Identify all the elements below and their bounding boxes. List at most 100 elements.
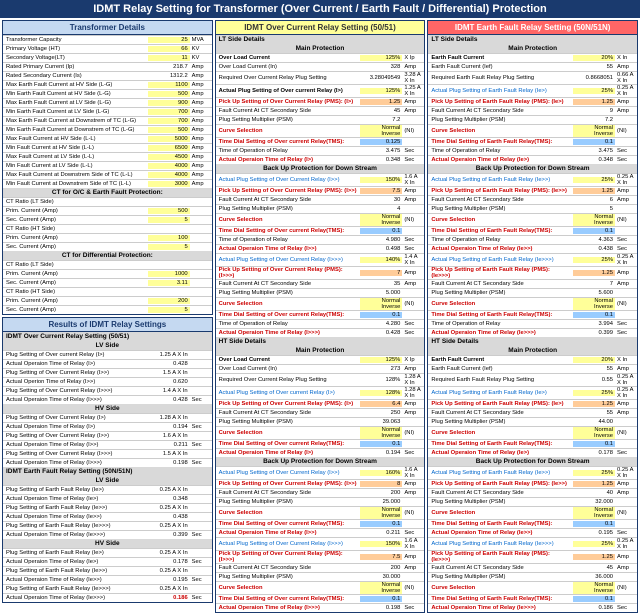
row-value: Normal Inverse [360,298,402,310]
row-unit: (NI) [402,510,424,516]
row-unit: Sec [190,442,212,448]
row-value: 7 [573,281,615,287]
data-row: Pick Up Setting of Earth Fault Relay (PM… [428,479,637,488]
data-row: Pick Up Setting of Earth Fault Relay (PM… [428,186,637,195]
data-row: Actual Plug Setting of Earth Fault Relay… [428,173,637,186]
row-label: Actual Operaion Time of Relay (I>>>) [3,460,148,466]
row-value: Normal Inverse [360,214,402,226]
row-unit: Sec [190,460,212,466]
row-value: 4 [360,206,402,212]
data-row: Plug Setting of Earth Fault Relay (Ie>>>… [3,521,212,530]
row-unit: Amp [190,154,212,160]
row-label: Curve Selection [428,217,573,223]
sub-hv2: HV Side [3,539,212,548]
row-label: Fault Current At CT Secondary Side [216,565,361,571]
row-value: 150% [360,177,402,183]
row-value: 25% [573,541,615,547]
row-value: 6500 [148,145,190,151]
row-label: Actual Operaion Time of Relay (Ie>>>) [428,605,573,611]
data-row: Over Load Current (In)273Amp [216,364,425,373]
row-value: 200 [148,298,190,304]
row-value: 55 [573,410,615,416]
data-row: Required Earth Fault Relay Plug Setting0… [428,71,637,84]
row-unit: X Ip [402,357,424,363]
col-left: Transformer Details Transformer Capacity… [2,20,213,613]
row-value: 0.25 A X In [148,487,190,493]
row-unit: Amp [190,163,212,169]
row-value: 0.125 [360,139,402,145]
sub-main2: Main Protection [428,346,637,355]
row-label: Plug Setting Multiplier (PSM) [216,499,361,505]
data-row: Plug Setting of Over current Relay (I>)1… [3,350,212,359]
row-value: 8 [360,481,402,487]
data-row: Min Fault Current at HV Side (L-L)6500Am… [3,143,212,152]
row-label: CT Ratio (HT Side) [3,226,148,232]
data-row: Actual Operaion Time of Relay (Ie>)0.348… [428,155,637,164]
row-value: 40 [573,490,615,496]
row-label: Min Earth Fault Current at LV Side (L-G) [3,109,148,115]
data-row: Plug Setting of Earth Fault Relay (Ie>>)… [3,503,212,512]
data-row: Actual Operaion Time of Relay (I>>>)0.19… [3,458,212,467]
row-value: Normal Inverse [573,582,615,594]
row-label: Pick Up Setting of Over Current Relay (P… [216,481,361,487]
row-unit: Sec [190,424,212,430]
row-label: Actual Plug Setting of Earth Fault Relay… [428,257,573,263]
row-label: Actual Operion Time of Relay (I>>) [3,379,148,385]
row-value: Normal Inverse [573,427,615,439]
data-row: Time Dial Setting of Over current Relay(… [216,519,425,528]
data-row: Actual Operaion Time of Relay (I>>)0.498… [216,244,425,253]
row-unit: (NI) [615,510,637,516]
row-value: 6.4 [360,401,402,407]
sub-lt: LT Side Details [216,35,425,44]
row-value: 3.475 [360,148,402,154]
data-row: Curve SelectionNormal Inverse(NI) [428,426,637,439]
data-row: Fault Current At CT Secondary Side9Amp [428,106,637,115]
row-unit: Amp [402,281,424,287]
row-value: 1.4 A X In [148,388,190,394]
row-value: 0.428 [148,397,190,403]
row-label: Min Earth Fault Current at Downstrem of … [3,127,148,133]
row-label: Plug Setting of Earth Fault Relay (Ie>) [3,487,148,493]
data-row: Fault Current At CT Secondary Side7Amp [428,279,637,288]
row-unit: Amp [615,197,637,203]
row-value: 3.11 [148,280,190,286]
row-label: Curve Selection [216,128,361,134]
row-unit: MVA [190,37,212,43]
row-label: Pick Up Setting of Earth Fault Relay (PM… [428,188,573,194]
row-label: Earth Fault Current [428,357,573,363]
row-unit: Sec [190,397,212,403]
row-label: Actual Operaion Time of Relay (I>>>) [216,330,361,336]
data-row: Max Fault Current at LV Side (L-L)4500Am… [3,152,212,161]
data-row: Actual Operaion Time of Relay (I>>>)0.42… [3,395,212,404]
data-row: Curve SelectionNormal Inverse(NI) [428,213,637,226]
row-unit: Amp [615,401,637,407]
row-value: 0.348 [360,157,402,163]
row-value: 25% [573,470,615,476]
row-value: 1.25 [573,188,615,194]
row-value: 0.55 [573,377,615,383]
data-row: Sec. Current (Amp)5 [3,242,212,251]
row-value: 0.1 [360,441,402,447]
data-row: Actual Operaion Time of Relay (Ie>>)0.19… [428,528,637,537]
data-row: Plug Setting of Over Current Relay (I>>>… [3,449,212,458]
row-label: Curve Selection [428,128,573,134]
data-row: Sec. Current (Amp)5 [3,305,212,314]
row-label: Fault Current At CT Secondary Side [428,197,573,203]
row-value: 0.198 [148,460,190,466]
data-row: Plug Setting Multiplier (PSM)36.000 [428,572,637,581]
row-label: Plug Setting of Earth Fault Relay (Ie>>>… [3,523,148,529]
row-value: 5 [148,244,190,250]
row-label: Actual Operaion Time of Relay (I>>>) [3,397,148,403]
row-label: Plug Setting of Earth Fault Relay (Ie>>) [3,505,148,511]
row-value: 7 [360,270,402,276]
data-row: Sec. Current (Amp)3.11 [3,278,212,287]
row-label: Time Dial Setting of Earth Fault Relay(T… [428,441,573,447]
row-label: Time Dial Setting of Earth Fault Relay(T… [428,596,573,602]
row-value: 55 [573,366,615,372]
row-value: 0.428 [360,330,402,336]
data-row: Fault Current At CT Secondary Side200Amp [216,488,425,497]
row-unit: Sec [402,157,424,163]
row-value: 0.25 A X In [148,568,190,574]
row-value: 0.348 [573,157,615,163]
data-row: Pick Up Setting of Over Current Relay (P… [216,399,425,408]
